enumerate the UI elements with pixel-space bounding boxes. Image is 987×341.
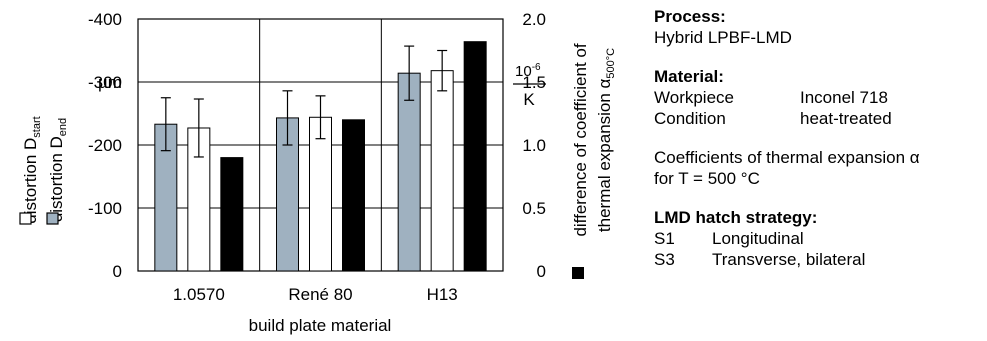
left-axis-label-group: distortion Dstart distortion Dend [19, 116, 69, 225]
category-label: René 80 [288, 285, 352, 304]
ticks: -400 -300 -200 -100 0 2.0 1.5 1.0 0.5 0 1.0570 René… [88, 10, 546, 304]
right-tick-label: 1.0 [522, 136, 546, 155]
cte-note-line2: for T = 500 °C [654, 169, 760, 188]
condition-value: heat-treated [800, 109, 892, 128]
condition-label: Condition [654, 109, 726, 128]
x-axis-label: build plate material [249, 316, 392, 335]
workpiece-row: Workpiece Inconel 718 [654, 87, 984, 108]
left-axis-label-start: distortion Dstart [21, 116, 43, 223]
strategy-s3-code: S3 [654, 250, 675, 269]
right-axis-label-line1: difference of coefficient of [571, 43, 590, 236]
cte-note-line1: Coefficients of thermal expansion α [654, 148, 920, 167]
chart: -400 -300 -200 -100 0 2.0 1.5 1.0 0.5 0 1.0570 René… [19, 10, 617, 335]
strategy-s1-row: S1 Longitudinal [654, 228, 984, 249]
strategy-s3-value: Transverse, bilateral [712, 250, 866, 269]
category-label: 1.0570 [173, 285, 225, 304]
condition-row: Condition heat-treated [654, 108, 984, 129]
strategy-s1-value: Longitudinal [712, 229, 804, 248]
left-tick-label: 0 [113, 262, 122, 281]
left-axis-unit: µm [98, 73, 122, 92]
strategy-s3-row: S3 Transverse, bilateral [654, 249, 984, 270]
bar [430, 70, 454, 272]
process-value: Hybrid LPBF-LMD [654, 28, 792, 47]
left-tick-label: -400 [88, 10, 122, 29]
legend-swatch-distortion-start [46, 212, 59, 225]
bar [309, 116, 332, 272]
left-axis-label-end: distortion Dend [47, 118, 69, 222]
category-label: H13 [427, 285, 458, 304]
left-tick-label: -100 [88, 199, 122, 218]
info-panel: Process: Hybrid LPBF-LMD Material: Workp… [654, 6, 984, 270]
right-axis-unit-number: 10-6 [515, 62, 541, 80]
bar [342, 119, 365, 272]
right-axis-label-line2: thermal expansion α500°C [595, 48, 617, 232]
workpiece-value: Inconel 718 [800, 88, 888, 107]
left-tick-label: -300 [88, 73, 122, 92]
right-axis-unit-denominator: K [523, 90, 535, 109]
right-axis-label-group: difference of coefficient of thermal exp… [571, 43, 617, 279]
legend-swatch-distortion-end [19, 212, 32, 225]
strategy-s1-code: S1 [654, 229, 675, 248]
right-tick-label: 1.5 [522, 73, 546, 92]
bar [220, 157, 244, 272]
strategy-heading: LMD hatch strategy: [654, 208, 818, 227]
bar [463, 41, 487, 272]
material-heading: Material: [654, 67, 724, 86]
process-heading: Process: [654, 7, 726, 26]
legend-swatch-cte-difference [572, 267, 584, 279]
bar [397, 72, 421, 272]
right-tick-label: 2.0 [522, 10, 546, 29]
workpiece-label: Workpiece [654, 88, 734, 107]
right-tick-label: 0 [537, 262, 546, 281]
bars [154, 41, 487, 272]
right-tick-label: 0.5 [522, 199, 546, 218]
left-tick-label: -200 [88, 136, 122, 155]
